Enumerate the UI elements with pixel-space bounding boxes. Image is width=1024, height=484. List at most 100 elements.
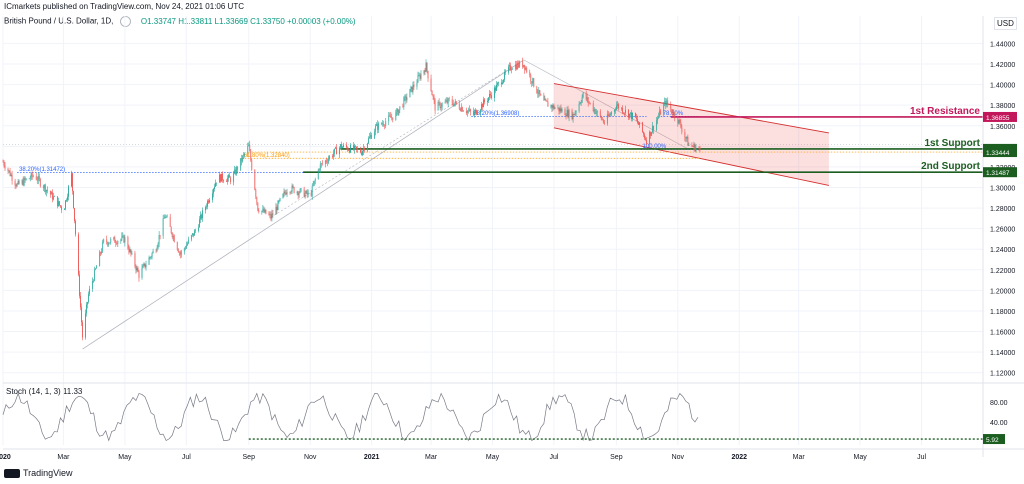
candle-body [595,112,597,114]
candle-body [425,62,427,72]
candle-body [21,180,23,184]
candle-body [625,109,626,114]
candle-body [364,147,365,151]
candle-body [212,193,213,201]
candle-body [601,119,603,120]
candle-body [544,99,546,101]
candle-body [593,109,595,111]
candle-body [488,97,489,102]
candle-body [64,208,65,210]
candle-body [458,103,460,109]
candle-body [694,144,696,152]
candle-body [609,114,611,116]
candle-body [417,75,419,83]
candle-body [522,61,524,68]
candle-body [357,148,358,150]
candle-body [600,116,602,120]
candle-body [652,125,654,133]
candle-body [610,112,612,115]
candle-body [144,263,146,268]
candle-body [699,147,701,149]
price-tick-label: 1.26000 [990,227,1015,234]
candle-body [269,214,271,215]
candle-body [80,295,81,308]
candle-body [318,169,320,171]
candle-body [540,94,542,96]
candle-body [371,135,373,139]
candle-body [123,235,125,243]
candle-body [37,176,39,181]
candle-body [504,71,505,80]
candle-body [385,121,387,126]
candle-body [94,269,96,281]
candle-body [223,180,224,182]
candle-body [411,86,413,92]
candle-body [110,239,112,243]
candle-body [639,122,640,125]
candle-body [138,271,140,278]
candle-body [409,88,411,98]
candle-body [644,134,645,139]
candle-body [628,109,629,118]
candle-body [481,103,482,110]
candle-body [658,116,660,119]
candle-body [423,70,425,74]
candle-body [395,112,397,120]
candle-body [331,156,333,157]
candle-body [333,148,335,154]
candle-body [575,111,577,113]
current-price-tag-label: 1.33444 [986,150,1010,157]
candle-body [250,150,252,161]
candle-body [653,125,655,130]
candle-body [594,109,596,114]
candle-body [438,102,440,103]
candle-body [496,84,497,91]
drawings: 38.20%(1.31472) 61.80%(1.32840) 38.20%(1.3… [3,59,983,350]
stoch-legend: Stoch (14, 1, 3) 11.33 [6,387,83,396]
candle-body [130,249,132,254]
candle-body [183,248,185,252]
candle-body [447,98,449,104]
candle-body [672,112,674,115]
candle-body [230,177,232,183]
candle-body [631,112,632,119]
candle-body [418,75,420,76]
candle-body [516,64,518,70]
candle-body [4,165,6,169]
candle-body [419,75,421,79]
time-tick-label: Nov [304,454,317,461]
candle-body [278,200,280,202]
candle-body [18,180,20,184]
candle-body [405,96,407,101]
candle-body [546,100,548,102]
publisher-line: ICmarkets published on TradingView.com, … [4,2,244,11]
candle-body [678,119,680,124]
candle-body [251,160,253,170]
candle-body [616,104,618,106]
candle-body [52,196,54,200]
candle-body [313,180,315,185]
currency-label[interactable]: USD [994,17,1017,30]
candle-body [293,187,295,193]
candle-body [480,109,481,114]
candle-body [74,207,75,221]
candle-body [108,243,110,245]
time-tick-label: May [854,454,868,461]
candle-body [623,112,624,114]
candle-body [143,263,145,266]
candle-body [185,245,187,249]
candle-body [244,153,246,155]
candle-body [398,109,400,115]
candle-body [392,117,394,120]
candle-body [343,144,344,147]
candle-body [635,112,636,118]
level-label: 2nd Support [921,161,981,172]
candle-body [226,181,227,182]
candle-body [554,107,556,109]
candle-body [335,147,337,155]
candle-body [469,109,471,112]
candle-body [410,86,412,89]
candle-body [698,147,700,149]
candle-body [568,110,570,118]
